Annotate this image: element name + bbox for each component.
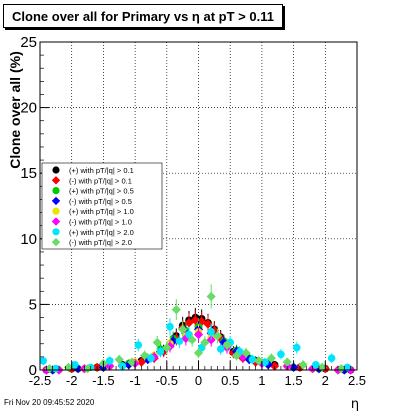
data-point: [52, 187, 60, 195]
data-point: [152, 337, 162, 348]
data-point: [327, 354, 336, 362]
y-tick-label: 15: [20, 165, 37, 182]
data-point: [266, 353, 277, 363]
data-point: [51, 196, 61, 206]
data-point: [82, 364, 93, 374]
x-tick-label: -1.5: [92, 373, 114, 388]
legend: (+) with pT/|q| > 0.1(-) with pT/|q| > 0…: [41, 162, 163, 250]
x-tick-label: 1.5: [285, 373, 303, 388]
data-point: [156, 347, 165, 356]
x-tick-label: -1: [129, 373, 141, 388]
legend-entry-label: (+) with pT/|q| > 2.0: [69, 228, 134, 237]
data-point: [216, 333, 226, 344]
data-point: [197, 343, 206, 352]
data-point: [261, 358, 269, 366]
axis-ticks: [39, 41, 358, 371]
data-point: [187, 335, 197, 345]
data-point: [203, 319, 213, 329]
data-point: [336, 364, 346, 374]
data-point: [124, 360, 134, 370]
data-point: [185, 330, 193, 339]
data-point: [216, 345, 225, 353]
y-tick-label: 20: [20, 100, 37, 117]
data-point: [51, 237, 61, 247]
x-axis-label: η: [351, 397, 359, 412]
data-point: [44, 364, 55, 374]
data-point: [343, 363, 352, 372]
legend-entry-label: (-) with pT/|q| > 0.5: [69, 197, 132, 206]
data-point: [105, 357, 114, 365]
footer-timestamp: Fri Nov 20 09:45:52 2020: [4, 398, 95, 407]
legend-box: [41, 162, 163, 250]
data-point: [277, 350, 285, 359]
data-point: [231, 350, 242, 361]
legend-entry-label: (+) with pT/|q| > 1.0: [69, 207, 134, 216]
series-7: [39, 318, 352, 373]
chart-title-box: Clone over all for Primary vs η at pT > …: [3, 4, 283, 28]
legend-entry-label: (-) with pT/|q| > 2.0: [69, 238, 132, 247]
data-point: [63, 362, 74, 372]
data-point: [52, 228, 60, 236]
data-point: [147, 354, 155, 362]
data-point: [206, 291, 216, 302]
data-point: [178, 324, 188, 334]
data-point: [52, 207, 60, 215]
grid-lines: [40, 42, 357, 370]
data-point: [282, 357, 292, 367]
data-point: [207, 328, 215, 336]
series-layer: [39, 284, 356, 375]
legend-entry-label: (-) with pT/|q| > 1.0: [69, 218, 132, 227]
y-tick-label: 0: [29, 362, 37, 379]
data-point: [190, 315, 200, 325]
x-tick-label: 0.5: [221, 373, 239, 388]
data-point: [263, 360, 273, 370]
data-point: [206, 335, 216, 345]
x-tick-label: 2.5: [348, 373, 366, 388]
data-point: [222, 340, 232, 350]
data-point: [168, 336, 178, 346]
data-point: [200, 337, 210, 348]
data-point: [175, 337, 184, 345]
data-point: [193, 329, 204, 340]
x-tick-label: -2.5: [29, 373, 51, 388]
data-point: [248, 355, 257, 364]
data-point: [166, 322, 174, 331]
data-point: [71, 360, 79, 369]
data-point: [39, 357, 47, 365]
y-tick-label: 10: [20, 231, 37, 248]
y-tick-label: 5: [29, 296, 37, 313]
x-tick-label: 1: [258, 373, 265, 388]
data-point: [51, 176, 61, 185]
x-tick-label: 2: [322, 373, 329, 388]
legend-entry-label: (+) with pT/|q| > 0.1: [69, 166, 134, 175]
data-point: [311, 360, 320, 369]
x-tick-label: -2: [66, 373, 78, 388]
chart-title: Clone over all for Primary vs η at pT > …: [12, 8, 274, 24]
x-tick-label: -0.5: [156, 373, 178, 388]
legend-entry-label: (+) with pT/|q| > 0.5: [69, 187, 134, 196]
data-point: [51, 217, 61, 226]
data-point: [52, 166, 60, 174]
data-point: [292, 343, 301, 352]
axis-tick-labels: -2.5 -2 -1.5 -1 -0.5 0 0.5 1 1.5 2 2.5 0 5 10 15 20 25: [20, 34, 366, 388]
data-point: [134, 341, 143, 349]
legend-entry-label: (-) with pT/|q| > 0.1: [69, 176, 132, 185]
data-point: [162, 343, 172, 353]
data-point: [114, 354, 124, 365]
data-point: [241, 348, 251, 358]
data-point: [171, 305, 181, 315]
data-point: [52, 364, 60, 373]
data-point: [140, 350, 150, 361]
data-point: [181, 333, 191, 344]
x-tick-label: 0: [195, 373, 202, 388]
data-point: [212, 331, 223, 341]
data-point: [298, 360, 308, 370]
y-axis-label: Clone over all (%): [7, 51, 23, 168]
y-tick-label: 25: [20, 34, 37, 51]
data-point: [254, 356, 264, 366]
data-point: [193, 348, 204, 358]
data-point: [127, 357, 137, 367]
